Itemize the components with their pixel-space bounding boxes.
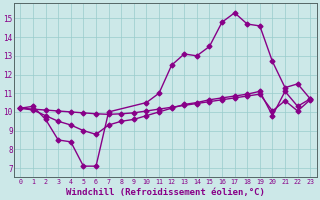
X-axis label: Windchill (Refroidissement éolien,°C): Windchill (Refroidissement éolien,°C) xyxy=(66,188,265,197)
